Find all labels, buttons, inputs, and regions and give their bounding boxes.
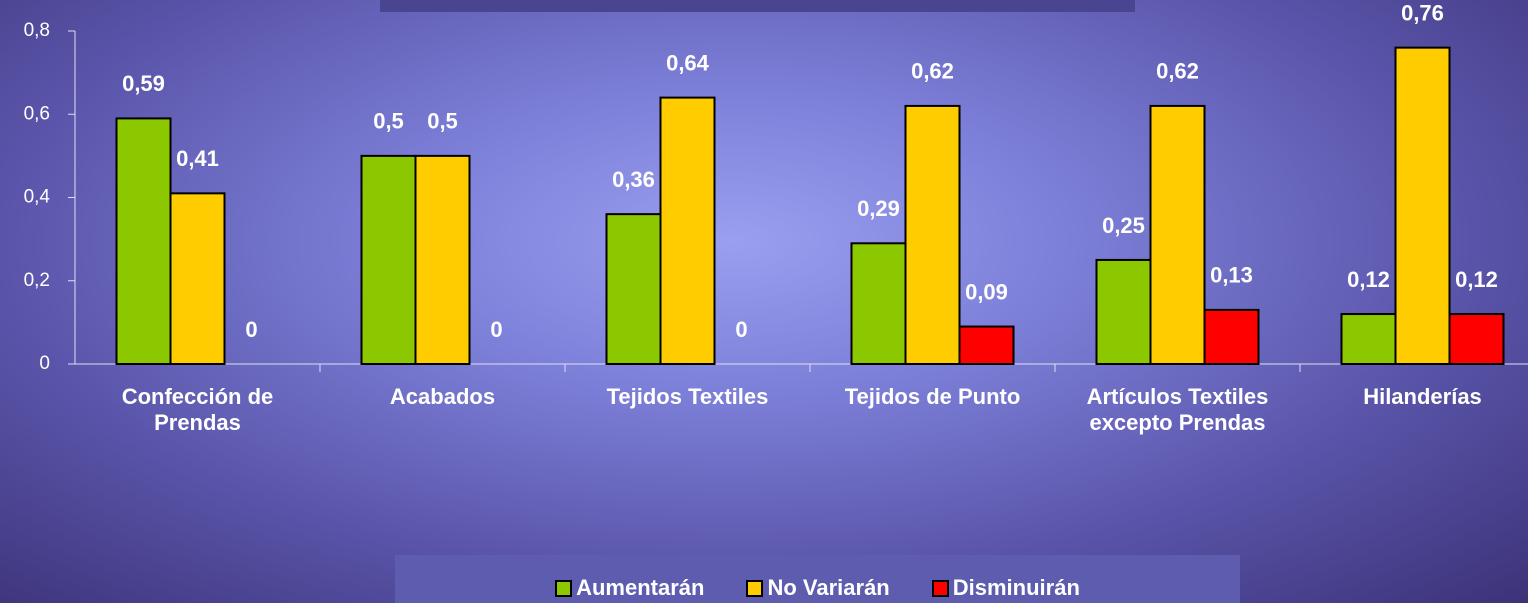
value-label: 0,36 bbox=[612, 167, 655, 192]
x-tick-label: Acabados bbox=[389, 384, 496, 409]
bar bbox=[904, 104, 961, 366]
bar bbox=[360, 154, 417, 365]
value-label: 0 bbox=[245, 317, 257, 342]
bar bbox=[1448, 313, 1505, 365]
bar bbox=[605, 213, 662, 365]
x-tick-label: Confección de Prendas bbox=[121, 384, 274, 435]
legend-item: Disminuirán bbox=[931, 575, 1080, 601]
bar bbox=[169, 192, 226, 365]
bar bbox=[659, 96, 716, 365]
value-label: 0,09 bbox=[965, 279, 1008, 304]
bar bbox=[1095, 258, 1152, 365]
y-tick-label: 0,8 bbox=[24, 20, 50, 41]
bar bbox=[850, 242, 907, 366]
value-label: 0,62 bbox=[1156, 59, 1199, 84]
y-tick-label: 0,6 bbox=[24, 103, 50, 124]
header-band bbox=[380, 0, 1135, 12]
value-label: 0,76 bbox=[1401, 0, 1444, 25]
bar bbox=[1340, 313, 1397, 365]
bar bbox=[1203, 308, 1260, 366]
legend-label: No Variarán bbox=[767, 575, 890, 600]
y-tick-label: 0,4 bbox=[24, 187, 51, 208]
bar bbox=[958, 325, 1015, 366]
value-label: 0,5 bbox=[427, 109, 458, 134]
value-label: 0 bbox=[735, 317, 747, 342]
legend-label: Disminuirán bbox=[952, 575, 1080, 600]
value-label: 0,12 bbox=[1455, 267, 1498, 292]
x-tick-label: Artículos Textiles excepto Prendas bbox=[1086, 384, 1269, 435]
x-tick-label: Tejidos de Punto bbox=[844, 384, 1021, 409]
legend-label: Aumentarán bbox=[576, 575, 705, 600]
value-label: 0,12 bbox=[1347, 267, 1390, 292]
legend-item: Aumentarán bbox=[555, 575, 704, 601]
bar bbox=[1394, 46, 1451, 366]
x-tick-label: Hilanderías bbox=[1363, 384, 1482, 409]
value-label: 0,29 bbox=[857, 196, 900, 221]
value-label: 0,5 bbox=[373, 109, 404, 134]
value-label: 0,62 bbox=[911, 59, 954, 84]
value-label: 0,25 bbox=[1102, 213, 1145, 238]
bar bbox=[1149, 104, 1206, 366]
value-label: 0,59 bbox=[122, 71, 165, 96]
value-label: 0,41 bbox=[176, 146, 219, 171]
y-tick-label: 0,2 bbox=[24, 270, 50, 291]
x-tick-label: Tejidos Textiles bbox=[606, 384, 769, 409]
legend: Aumentarán No Variarán Disminuirán bbox=[395, 555, 1240, 603]
value-label: 0 bbox=[490, 317, 502, 342]
value-label: 0,64 bbox=[666, 50, 710, 75]
value-label: 0,13 bbox=[1210, 263, 1253, 288]
y-tick-label: 0 bbox=[39, 353, 50, 374]
bar bbox=[414, 154, 471, 365]
bar bbox=[115, 117, 172, 365]
legend-item: No Variarán bbox=[746, 575, 890, 601]
legend-swatch bbox=[931, 579, 949, 597]
legend-swatch bbox=[555, 579, 573, 597]
legend-swatch bbox=[746, 579, 764, 597]
